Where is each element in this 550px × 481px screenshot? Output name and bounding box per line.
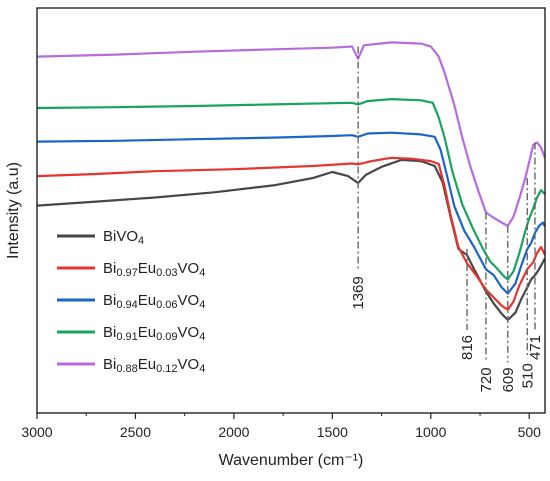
annotation-label-816: 816 bbox=[459, 335, 476, 360]
series-line-5 bbox=[36, 41, 547, 227]
x-tick-label: 500 bbox=[518, 424, 542, 440]
x-tick-label: 1000 bbox=[415, 424, 446, 440]
series-layer bbox=[36, 41, 547, 321]
annotation-label-609: 609 bbox=[500, 367, 517, 392]
legend-label-5: Bi0.88Eu0.12VO4 bbox=[103, 356, 205, 375]
series-line-3 bbox=[36, 131, 546, 295]
annotation-label-471: 471 bbox=[527, 335, 544, 360]
legend: BiVO4 Bi0.97Eu0.03VO4 Bi0.94Eu0.06VO4 Bi0.9… bbox=[57, 228, 205, 375]
annotation-label-510: 510 bbox=[519, 363, 536, 388]
annotation-label-1369: 1369 bbox=[350, 276, 367, 309]
x-tick-label: 1500 bbox=[317, 424, 348, 440]
legend-label-2: Bi0.97Eu0.03VO4 bbox=[103, 260, 205, 279]
legend-label-4: Bi0.91Eu0.09VO4 bbox=[103, 324, 205, 343]
annotation-label-720: 720 bbox=[478, 367, 495, 392]
legend-label-1: BiVO4 bbox=[103, 228, 144, 247]
series-line-4 bbox=[36, 98, 546, 281]
x-axis-title: Wavenumber (cm⁻¹) bbox=[219, 452, 364, 469]
x-tick-label: 2000 bbox=[218, 424, 249, 440]
plot-frame bbox=[36, 7, 546, 414]
legend-label-3: Bi0.94Eu0.06VO4 bbox=[103, 292, 205, 311]
x-tick-label: 2500 bbox=[120, 424, 151, 440]
series-line-2 bbox=[36, 156, 546, 311]
x-tick-label: 3000 bbox=[21, 424, 52, 440]
y-axis-title: Intensity (a.u) bbox=[5, 162, 22, 259]
x-axis: 3000 2500 2000 1500 1000 500 bbox=[21, 413, 541, 440]
